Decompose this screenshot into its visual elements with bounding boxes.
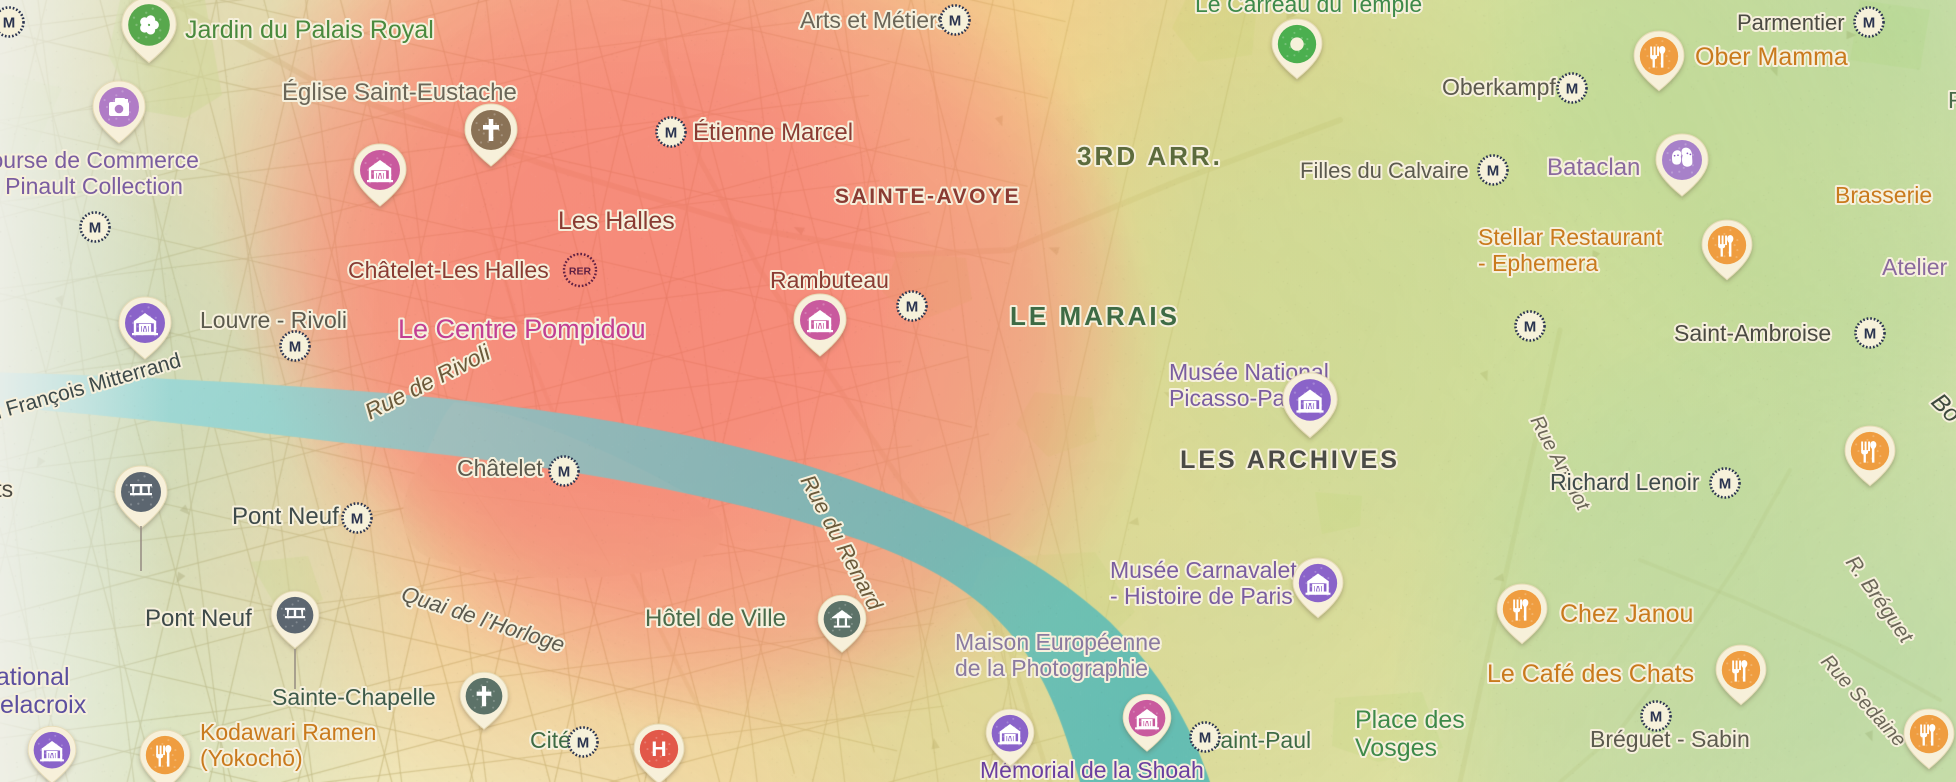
svg-text:Bo: Bo [1926,388,1956,428]
svg-text:M: M [1144,719,1151,728]
svg-text:Atelier: Atelier [1882,254,1948,280]
svg-text:Bréguet - Sabin: Bréguet - Sabin [1590,726,1750,752]
svg-text:Rambuteau: Rambuteau [770,267,889,293]
svg-text:Place des: Place des [1355,706,1465,734]
svg-text:Bourse de Commerce: Bourse de Commerce [0,147,199,173]
svg-text:Châtelet: Châtelet [457,455,543,481]
svg-text:(Yokochō): (Yokochō) [200,745,303,771]
svg-text:Stellar Restaurant: Stellar Restaurant [1478,224,1663,250]
svg-text:Rue de Rivoli: Rue de Rivoli [360,339,494,425]
svg-text:Cité: Cité [530,727,571,753]
svg-text:Quai François Mitterrand: Quai François Mitterrand [0,349,184,435]
svg-text:des Arts: des Arts [0,476,13,502]
svg-text:Jardin du Palais Royal: Jardin du Palais Royal [185,16,434,44]
svg-text:M: M [1007,734,1014,743]
svg-text:LE MARAIS: LE MARAIS [1010,301,1180,331]
svg-text:Saint-Paul: Saint-Paul [1205,727,1311,753]
svg-text:Richard Lenoir: Richard Lenoir [1550,469,1700,495]
svg-text:Église Saint-Eustache: Église Saint-Eustache [282,79,517,106]
svg-text:Pont Neuf: Pont Neuf [232,503,339,530]
svg-text:- Pinault Collection: - Pinault Collection [0,173,183,199]
svg-text:Étienne Marcel: Étienne Marcel [693,119,853,146]
svg-text:Pont Neuf: Pont Neuf [145,605,252,632]
svg-text:Maison Européenne: Maison Européenne [955,629,1161,655]
svg-text:SAINTE-AVOYE: SAINTE-AVOYE [835,185,1021,208]
svg-text:Filles du Calvaire: Filles du Calvaire [1300,158,1469,183]
svg-text:M: M [376,171,384,181]
svg-text:Hôtel de Ville: Hôtel de Ville [645,605,786,632]
svg-text:Louvre - Rivoli: Louvre - Rivoli [200,307,347,333]
svg-text:H: H [651,738,666,761]
svg-text:M: M [816,321,824,331]
svg-text:Arts et Métiers: Arts et Métiers [800,7,948,33]
svg-text:Le Café des Chats: Le Café des Chats [1487,660,1694,688]
svg-text:national: national [0,663,70,691]
svg-text:Rue Amelot: Rue Amelot [1526,412,1595,515]
svg-text:R. Bréguet: R. Bréguet [1841,552,1918,648]
svg-text:F: F [1948,87,1956,113]
svg-text:- Histoire de Paris: - Histoire de Paris [1110,583,1293,609]
svg-text:Ober Mamma: Ober Mamma [1695,43,1848,71]
svg-text:de la Photographie: de la Photographie [955,655,1148,681]
svg-text:Vosges: Vosges [1355,734,1437,762]
svg-text:Bataclan: Bataclan [1547,154,1640,181]
svg-text:M: M [49,751,56,760]
svg-text:M: M [1306,401,1314,411]
svg-text:Quai de l’Horloge: Quai de l’Horloge [398,581,567,657]
svg-text:M: M [141,324,149,334]
svg-text:Brasserie: Brasserie [1835,182,1932,208]
svg-text:Saint-Ambroise: Saint-Ambroise [1674,320,1831,346]
svg-text:Châtelet-Les Halles: Châtelet-Les Halles [348,257,549,283]
svg-text:Les Halles: Les Halles [558,207,675,235]
svg-text:Le Centre Pompidou: Le Centre Pompidou [398,314,646,344]
svg-text:Parmentier: Parmentier [1737,10,1845,35]
svg-text:Delacroix: Delacroix [0,691,87,719]
svg-text:3RD ARR.: 3RD ARR. [1077,141,1223,171]
svg-text:Oberkampf: Oberkampf [1442,74,1556,100]
svg-text:Sainte-Chapelle: Sainte-Chapelle [272,684,436,710]
svg-text:M: M [1314,584,1321,594]
svg-text:Rue du Renard: Rue du Renard [796,471,888,615]
svg-text:Chez Janou: Chez Janou [1560,600,1693,628]
svg-text:Musée Carnavalet: Musée Carnavalet [1110,557,1297,583]
svg-text:Le Carreau du Temple: Le Carreau du Temple [1195,0,1422,17]
svg-text:Rue Sedaine: Rue Sedaine [1816,651,1910,752]
svg-text:- Ephemera: - Ephemera [1478,250,1598,276]
svg-text:LES ARCHIVES: LES ARCHIVES [1180,446,1400,474]
svg-text:Kodawari Ramen: Kodawari Ramen [200,719,376,745]
